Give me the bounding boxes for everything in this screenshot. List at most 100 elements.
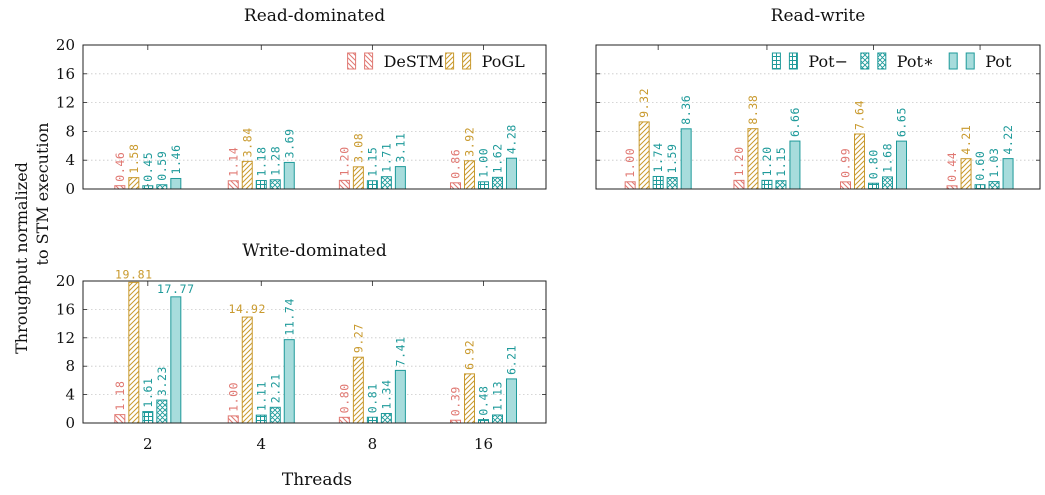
bar-pot-minus-8 <box>367 181 377 189</box>
bar-pot-star-8 <box>883 177 893 189</box>
data-label-pogl-2: 19.81 <box>115 267 153 281</box>
x-axis-label: Threads <box>282 470 352 490</box>
bar-pot-star-8 <box>381 177 391 189</box>
legend-swatch-destm <box>348 53 356 69</box>
bar-pot-minus-4 <box>256 415 266 423</box>
bar-pot-star-4 <box>270 407 280 423</box>
legend-swatch-pot-star <box>878 53 886 69</box>
bar-destm-2 <box>625 182 635 189</box>
data-label-pot-minus-8: 1.15 <box>365 147 379 177</box>
data-label-pot-8: 6.65 <box>895 107 909 137</box>
data-label-pogl-16: 3.92 <box>462 127 476 157</box>
bar-pot-4 <box>790 141 800 189</box>
bar-pogl-2 <box>129 178 139 189</box>
panel-read-write: Read-write 1.00 9.32 1.74 1.59 8.36 1.20 8.38 1.… <box>596 6 1040 189</box>
data-label-pot-minus-2: 0.45 <box>141 152 155 182</box>
data-label-pot-4: 11.74 <box>282 298 296 336</box>
legend-label-pot-star: Pot∗ <box>897 52 934 71</box>
data-label-pot-star-16: 1.62 <box>490 143 504 173</box>
y-tick-label: 0 <box>65 180 75 198</box>
bar-pogl-4 <box>242 161 252 189</box>
bar-pot-star-16 <box>492 415 502 423</box>
data-label-pot-star-16: 1.03 <box>987 147 1001 177</box>
data-label-destm-2: 0.46 <box>113 152 127 182</box>
data-label-pot-16: 4.22 <box>1001 125 1015 155</box>
legend-swatch-pot-minus <box>772 53 780 69</box>
data-label-destm-8: 1.20 <box>337 146 351 176</box>
bar-pogl-8 <box>353 167 363 189</box>
bar-pot-2 <box>171 297 181 423</box>
panel-title: Read-dominated <box>244 6 385 26</box>
data-label-pot-minus-8: 0.81 <box>365 383 379 413</box>
y-axis-label-line2: to STM execution <box>33 123 52 266</box>
data-label-pot-4: 3.69 <box>282 128 296 158</box>
legend-swatch-pogl <box>446 53 454 69</box>
bar-pot-minus-16 <box>478 182 488 189</box>
bar-pogl-2 <box>129 282 139 423</box>
legend-swatch-pot-star <box>861 53 869 69</box>
bar-destm-2 <box>115 415 125 423</box>
legend-swatch-pot-minus <box>789 53 797 69</box>
bar-pot-8 <box>897 141 907 189</box>
data-label-pot-star-8: 1.34 <box>379 379 393 409</box>
data-label-pot-2: 8.36 <box>679 95 693 125</box>
y-axis-label: Throughput normalized to STM execution <box>12 123 52 354</box>
bar-destm-8 <box>841 182 851 189</box>
legend-label-pot: Pot <box>985 52 1012 71</box>
x-tick-label: 2 <box>143 435 153 453</box>
bar-pot-minus-4 <box>762 180 772 189</box>
data-label-pogl-2: 9.32 <box>637 88 651 118</box>
data-label-pogl-16: 6.92 <box>462 340 476 370</box>
data-label-pot-star-4: 2.21 <box>268 373 282 403</box>
data-label-pot-minus-4: 1.11 <box>254 381 268 411</box>
panel-title: Read-write <box>771 6 866 26</box>
legend-swatch-pogl <box>463 53 471 69</box>
data-label-destm-4: 1.14 <box>226 147 240 177</box>
data-label-pot-2: 17.77 <box>157 282 195 296</box>
bar-destm-4 <box>228 181 238 189</box>
y-tick-label: 20 <box>56 36 75 54</box>
data-label-pogl-8: 7.64 <box>853 100 867 130</box>
data-label-pot-minus-16: 1.00 <box>476 148 490 178</box>
data-label-pogl-16: 4.21 <box>959 125 973 155</box>
bar-pot-minus-16 <box>478 420 488 423</box>
data-label-destm-8: 0.80 <box>337 383 351 413</box>
y-tick-label: 8 <box>65 357 75 375</box>
bar-pogl-8 <box>855 134 865 189</box>
bar-pogl-16 <box>464 161 474 189</box>
bar-pot-star-8 <box>381 413 391 423</box>
bar-pot-star-4 <box>270 180 280 189</box>
data-label-destm-2: 1.18 <box>113 381 127 411</box>
bar-pogl-16 <box>464 374 474 423</box>
panel-write-dominated: Write-dominated 0 4 8 12 16 20 2 1.18 19.81 1.61 3.… <box>56 241 546 453</box>
x-tick-label: 4 <box>256 435 266 453</box>
bar-pot-star-16 <box>492 177 502 189</box>
panel-title: Write-dominated <box>242 241 387 261</box>
data-label-destm-4: 1.00 <box>226 382 240 412</box>
data-label-pogl-8: 9.27 <box>351 323 365 353</box>
legend-swatch-pot <box>966 53 974 69</box>
legend-label-pogl: PoGL <box>482 52 526 71</box>
bar-pot-minus-8 <box>367 417 377 423</box>
bar-pot-star-2 <box>157 185 167 189</box>
bar-pot-16 <box>506 158 516 189</box>
x-tick-label: 16 <box>474 435 493 453</box>
data-label-pot-star-8: 1.71 <box>379 143 393 173</box>
bar-pogl-8 <box>353 357 363 423</box>
legend: Pot− Pot∗ Pot <box>772 52 1012 71</box>
bar-pogl-4 <box>242 317 252 423</box>
bar-pot-star-4 <box>776 181 786 189</box>
y-tick-label: 12 <box>56 329 75 347</box>
data-label-destm-8: 0.99 <box>839 148 853 178</box>
bar-destm-4 <box>734 180 744 189</box>
y-tick-label: 0 <box>65 414 75 432</box>
legend-label-pot-minus: Pot− <box>808 52 848 71</box>
bar-pot-star-16 <box>989 182 999 189</box>
bar-pogl-4 <box>748 129 758 189</box>
data-label-pot-minus-16: 0.60 <box>973 151 987 181</box>
bar-pogl-16 <box>961 159 971 189</box>
data-label-pot-minus-8: 0.80 <box>867 149 881 179</box>
y-tick-label: 16 <box>56 65 75 83</box>
data-label-pot-star-4: 1.15 <box>774 147 788 177</box>
